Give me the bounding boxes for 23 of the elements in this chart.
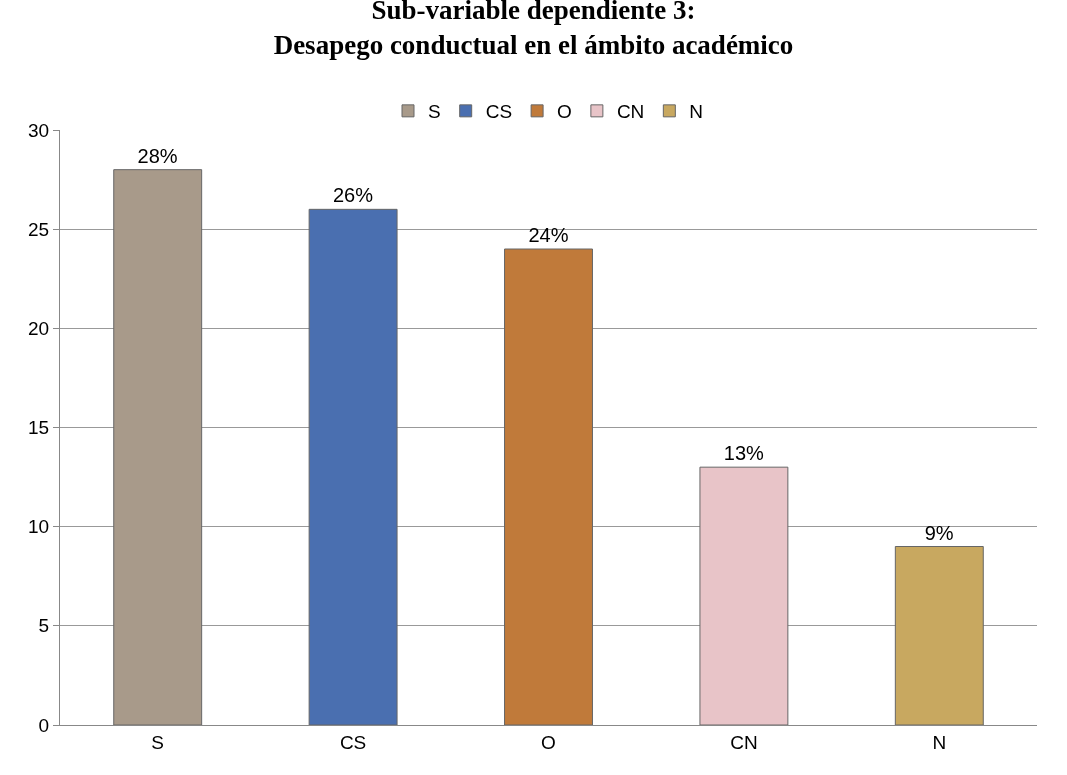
- y-tick-label: 25: [28, 218, 50, 240]
- y-tick-label: 0: [38, 714, 50, 736]
- y-tick-label: 15: [28, 417, 50, 439]
- x-tick-label: O: [541, 731, 556, 753]
- y-tick-label: 20: [28, 317, 50, 339]
- x-tick-label: N: [932, 731, 947, 753]
- y-tick-label: 30: [28, 119, 50, 141]
- legend-label: CS: [485, 101, 513, 123]
- data-label: 26%: [332, 184, 374, 207]
- legend-label: O: [557, 101, 572, 123]
- chart-title: Sub-variable dependiente 3: Desapego conductual en el ámbito académico: [273, 0, 794, 61]
- y-tick-label: 5: [38, 615, 50, 637]
- data-label: 28%: [137, 144, 178, 167]
- data-label: 24%: [528, 224, 569, 246]
- data-label: 13%: [723, 442, 765, 465]
- x-tick-label: CN: [730, 731, 758, 753]
- x-tick-label: S: [151, 731, 165, 753]
- x-tick-label: CS: [339, 731, 367, 753]
- legend-label: S: [428, 101, 441, 123]
- legend-label: N: [689, 101, 704, 123]
- data-label: 9%: [924, 521, 954, 544]
- legend-label: CN: [616, 101, 645, 123]
- y-tick-label: 10: [28, 516, 50, 538]
